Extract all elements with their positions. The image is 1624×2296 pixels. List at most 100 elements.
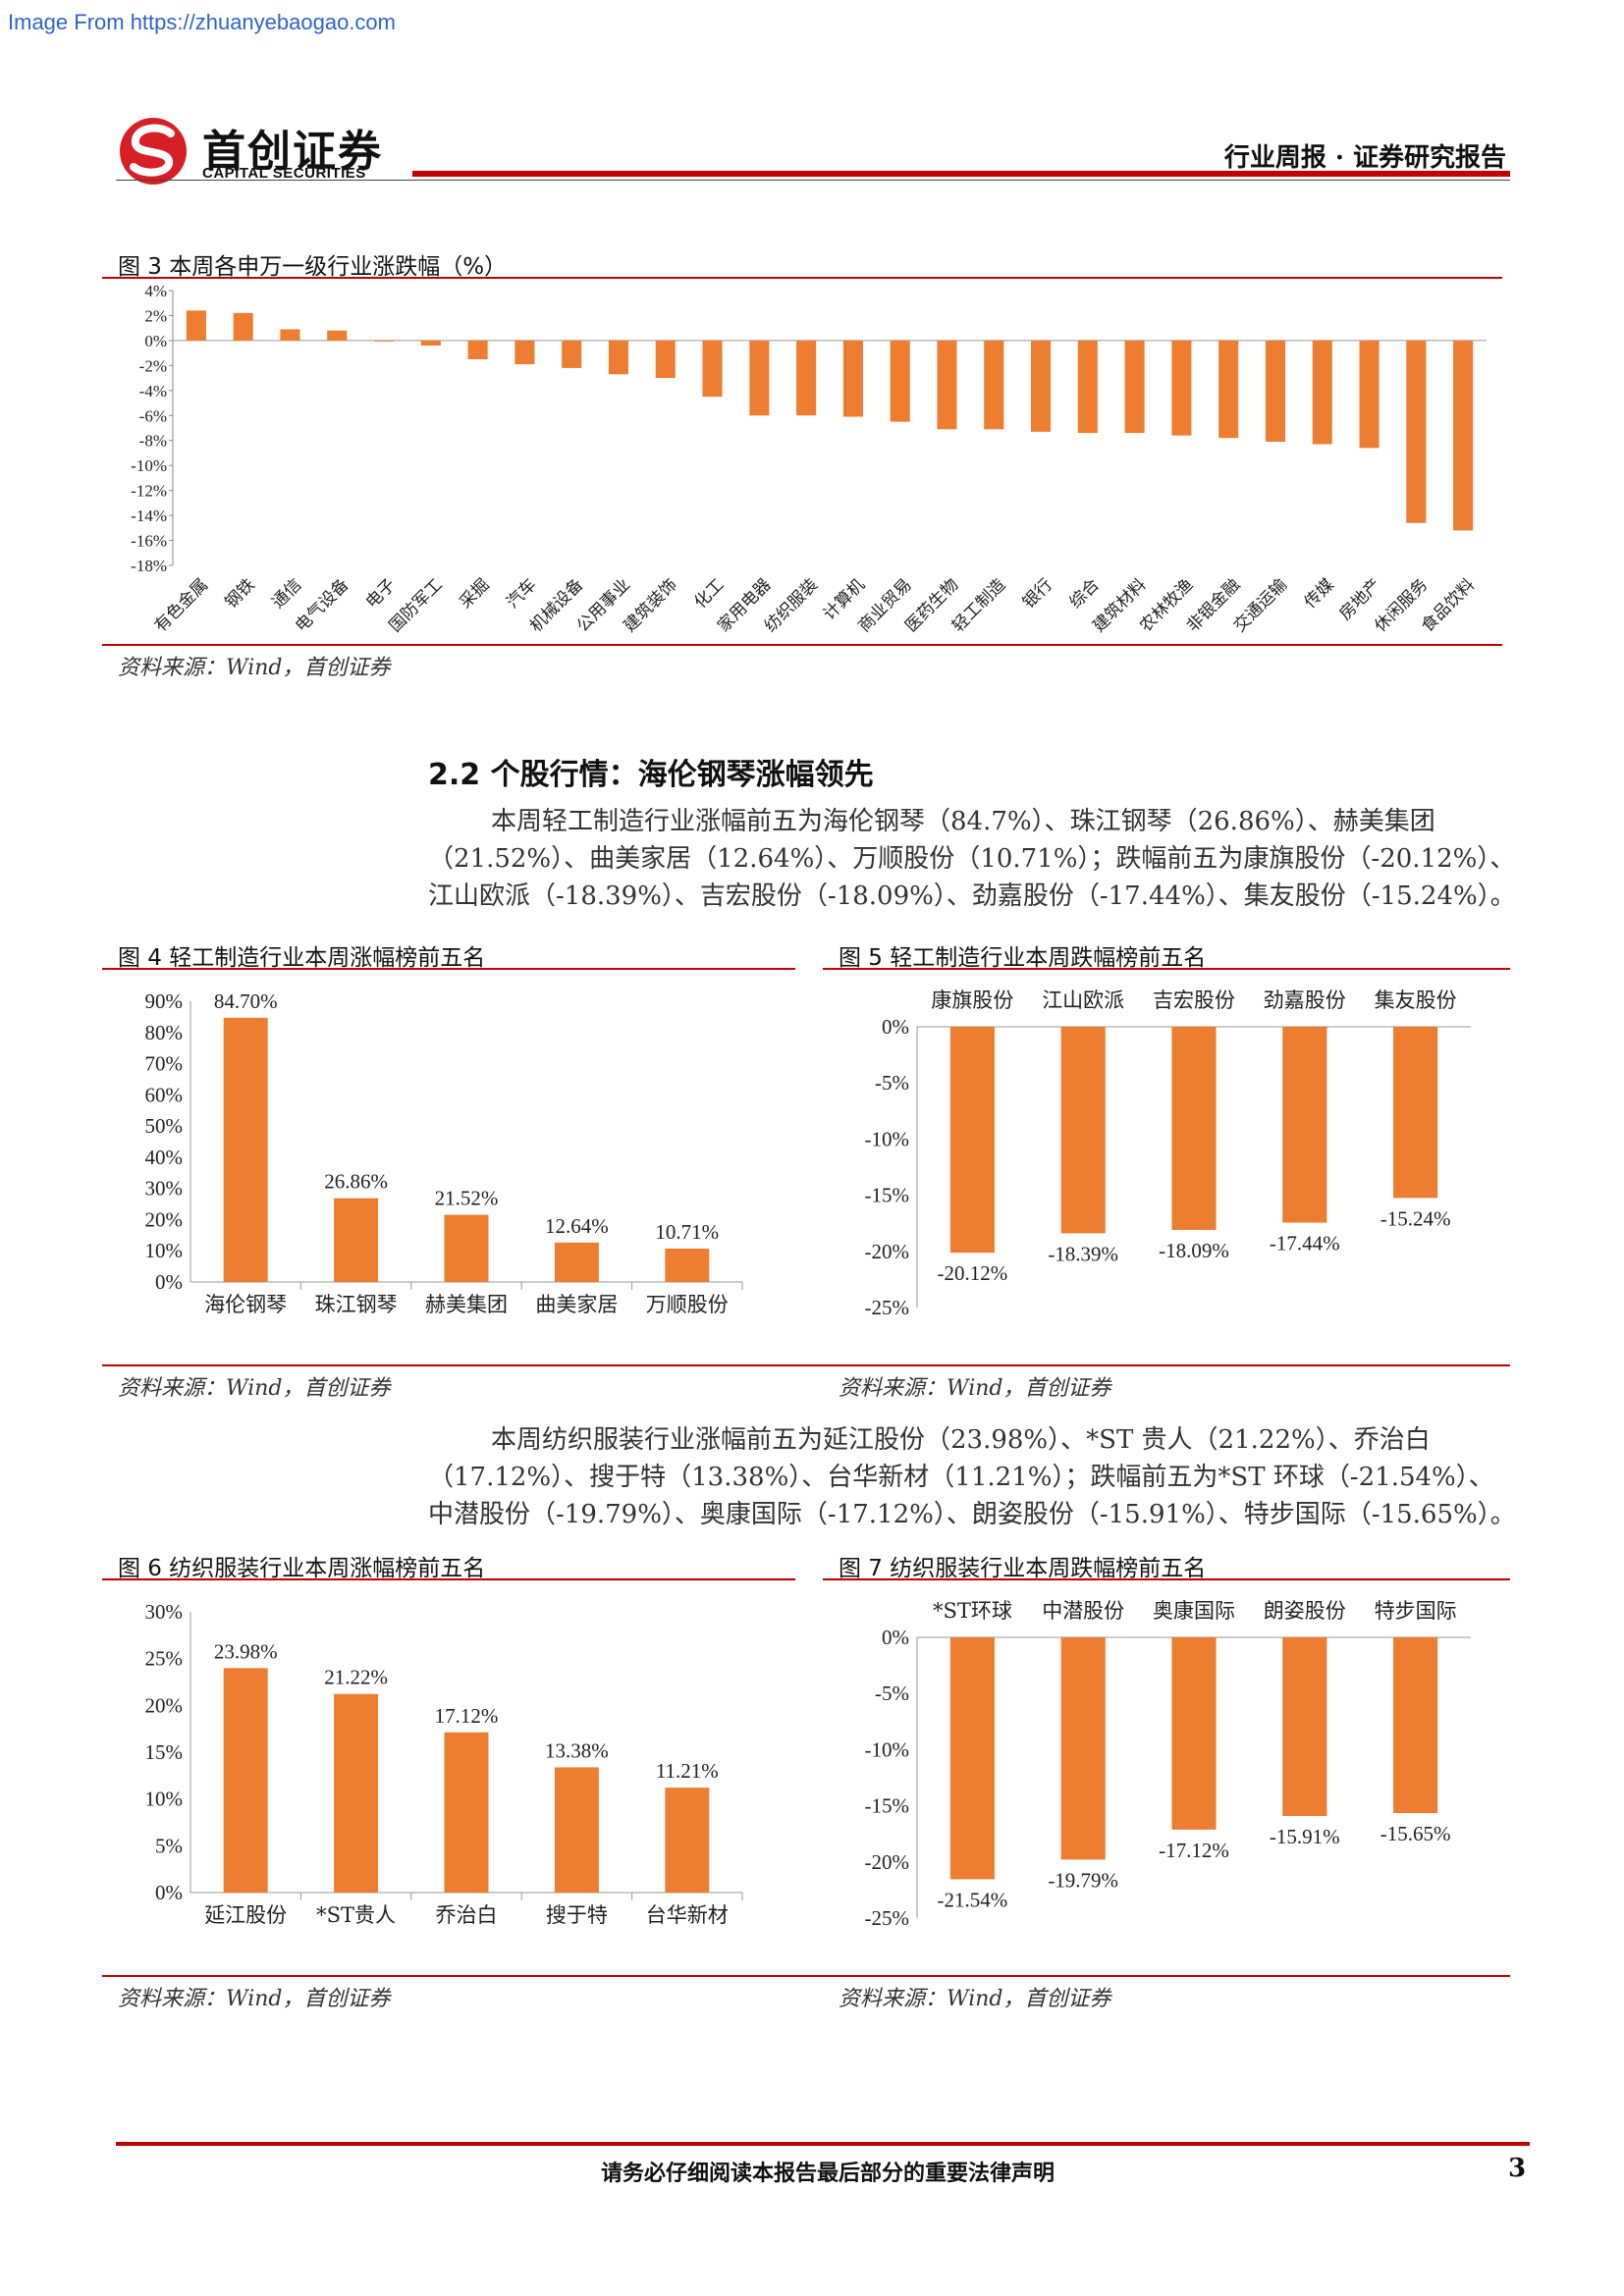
data-label: 21.22% [324,1666,388,1689]
y-tick-label: 0% [882,1626,909,1649]
bar [1124,340,1145,434]
y-tick-label: 25% [145,1647,184,1671]
x-category-label: 通信 [268,575,305,613]
y-tick-label: 5% [155,1834,183,1857]
bar [702,340,723,398]
bar [1393,1027,1438,1199]
y-tick-label: 10% [145,1239,184,1262]
x-category-label: 钢铁 [222,575,259,613]
y-tick-label: 0% [144,332,167,350]
figure4-5-bottom-rule [102,1364,1510,1366]
x-category-label: 奥康国际 [1153,1599,1235,1623]
bar [1171,1027,1217,1230]
x-category-label: 中潜股份 [1042,1599,1124,1623]
paragraph1-line1: 本周轻工制造行业涨幅前五为海伦钢琴（84.7%）、珠江钢琴（26.86%）、赫美… [491,807,1435,836]
bar [1393,1637,1438,1814]
y-tick-label: 70% [145,1052,184,1076]
bar [334,1693,379,1893]
y-tick-label: -5% [875,1682,909,1705]
data-label: 84.70% [214,989,278,1013]
data-label: -19.79% [1048,1868,1118,1892]
bar [280,329,300,341]
bar [420,340,441,346]
y-tick-label: 30% [145,1600,184,1624]
data-label: -17.44% [1270,1232,1340,1255]
x-category-label: 曲美家居 [535,1293,618,1316]
bar [665,1788,710,1893]
y-tick-label: -20% [865,1240,910,1263]
figure7-chart: 0% -5% -10% -15% -20% -25% -21.54% *ST环球 -19.79%… [865,1599,1471,1930]
bar [1060,1027,1106,1234]
bar [949,1637,995,1880]
figure7-title: 图 7 纺织服装行业本周跌幅榜前五名 [839,1556,1207,1581]
bar [1265,340,1285,442]
data-label: 23.98% [214,1639,278,1663]
figure3-title: 图 3 本周各申万一级行业涨跌幅（%） [118,254,508,280]
bar [1171,1637,1217,1830]
bar [554,1767,599,1893]
x-category-label: 赫美集团 [425,1293,508,1316]
figure5-chart: 0% -5% -10% -15% -20% -25% -20.12% 康旗股份 -18.39% 江… [865,988,1471,1319]
figure3-chart: 4% 2% 0% -2% -4% -6% -8% -10% -12% -14% -16% -18%有色… [131,282,1487,636]
bar [554,1242,599,1282]
x-category-label: 银行 [1019,575,1056,613]
figure3-bottom-rule [102,644,1502,646]
data-label: 21.52% [435,1187,499,1210]
bar [842,340,863,417]
bar [1453,340,1474,531]
y-tick-label: 20% [145,1207,184,1231]
bar [1359,340,1380,449]
bar [1312,340,1332,445]
bar [655,340,676,379]
bar [1060,1637,1106,1860]
y-tick-label: -25% [865,1296,910,1319]
x-category-label: 台华新材 [646,1903,729,1927]
data-label: 26.86% [324,1170,388,1194]
bar [949,1027,995,1254]
logo-chinese-name: 首创证券 [202,127,383,177]
y-tick-label: -16% [131,532,167,551]
data-label: -15.24% [1380,1206,1451,1230]
bar [233,312,253,341]
y-tick-label: -15% [865,1184,910,1207]
y-tick-label: -15% [865,1794,910,1818]
x-category-label: 朗姿股份 [1264,1599,1346,1623]
paragraph1-line3: 江山欧派（-18.39%）、吉宏股份（-18.09%）、劲嘉股份（-17.44%… [428,881,1516,911]
y-tick-label: -25% [865,1906,910,1930]
figure6-7-bottom-rule [102,1975,1510,1977]
bar [186,310,206,341]
y-tick-label: 60% [145,1083,184,1106]
paragraph2-line3: 中潜股份（-19.79%）、奥康国际（-17.12%）、朗姿股份（-15.91%… [428,1500,1516,1529]
x-category-label: 延江股份 [204,1903,287,1927]
figure7-top-rule [823,1578,1510,1580]
x-category-label: 特步国际 [1375,1599,1457,1623]
data-label: 12.64% [545,1214,609,1238]
figure6-chart: 30% 25% 20% 15% 10% 5% 0% 23.98% 延江股份 21.22% *ST贵人… [145,1600,743,1927]
bar [444,1214,489,1282]
data-label: -15.91% [1270,1825,1340,1848]
x-category-label: 化工 [690,575,728,613]
y-tick-label: 90% [145,989,184,1013]
bar [562,340,582,368]
bar [665,1248,710,1282]
bar [890,340,910,422]
figure4-source: 资料来源：Wind，首创证券 [118,1376,391,1401]
figure4-title: 图 4 轻工制造行业本周涨幅榜前五名 [118,945,486,971]
bar [514,340,535,365]
bar [937,340,957,430]
figure3-source: 资料来源：Wind，首创证券 [118,656,391,680]
data-label: 10.71% [655,1220,719,1244]
y-tick-label: -10% [865,1127,910,1150]
logo-english-name: CAPITAL SECURITIES [202,165,366,182]
bar [334,1198,379,1282]
bar [1031,340,1052,432]
x-category-label: 汽车 [503,575,540,613]
y-tick-label: -10% [131,456,167,475]
figure6-source: 资料来源：Wind，首创证券 [118,1987,391,2011]
company-logo: 首创证券 CAPITAL SECURITIES [116,116,410,185]
y-tick-label: 0% [155,1881,183,1904]
x-category-label: 集友股份 [1375,988,1457,1012]
data-label: 11.21% [656,1759,719,1783]
footer-disclaimer: 请务必仔细阅读本报告最后部分的重要法律声明 [601,2161,1056,2186]
paragraph-textile-apparel: 本周纺织服装行业涨幅前五为延江股份（23.98%）、*ST 贵人（21.22%）… [428,1421,1528,1533]
